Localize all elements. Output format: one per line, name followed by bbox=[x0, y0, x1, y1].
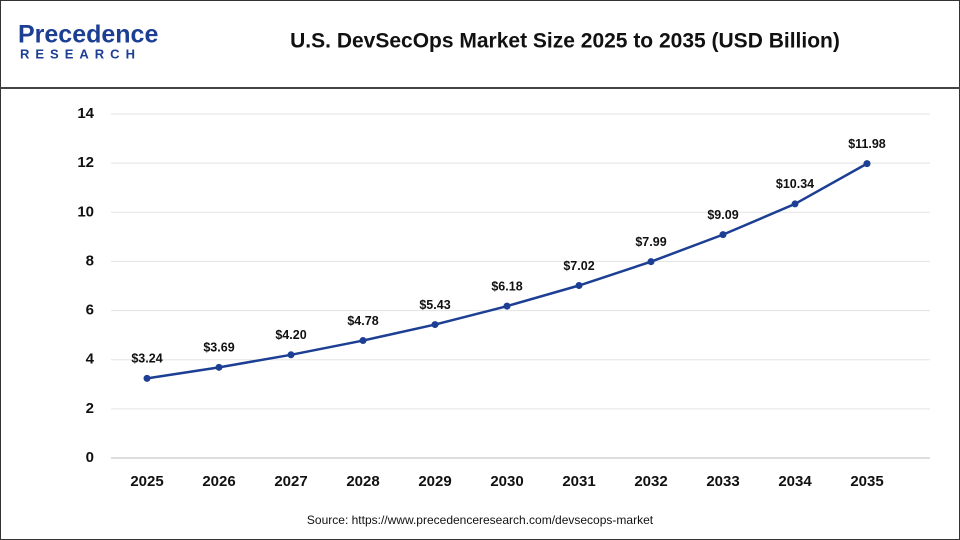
data-point bbox=[431, 321, 439, 329]
y-tick-label: 2 bbox=[86, 400, 94, 417]
source-note: Source: https://www.precedenceresearch.c… bbox=[307, 513, 654, 527]
x-tick-label: 2026 bbox=[202, 473, 235, 490]
data-label: $5.43 bbox=[419, 298, 450, 312]
x-tick-label: 2027 bbox=[274, 473, 307, 490]
data-label: $3.24 bbox=[131, 352, 162, 366]
data-point bbox=[575, 282, 583, 290]
y-tick-label: 8 bbox=[86, 252, 94, 269]
data-point bbox=[863, 160, 871, 168]
y-tick-label: 4 bbox=[86, 351, 95, 368]
data-point bbox=[287, 351, 295, 359]
chart-title: U.S. DevSecOps Market Size 2025 to 2035 … bbox=[290, 30, 840, 53]
data-label: $7.02 bbox=[563, 259, 594, 273]
x-tick-label: 2029 bbox=[418, 473, 451, 490]
data-label: $6.18 bbox=[491, 279, 522, 293]
y-tick-label: 6 bbox=[86, 302, 94, 319]
x-tick-label: 2032 bbox=[634, 473, 667, 490]
data-point bbox=[503, 302, 511, 310]
data-label: $10.34 bbox=[776, 177, 814, 191]
data-point bbox=[791, 200, 799, 208]
data-point bbox=[647, 258, 655, 266]
y-tick-label: 12 bbox=[77, 154, 94, 171]
data-point bbox=[719, 231, 727, 239]
data-point bbox=[359, 337, 367, 345]
x-tick-label: 2034 bbox=[778, 473, 812, 490]
data-label: $4.20 bbox=[275, 328, 306, 342]
x-tick-label: 2031 bbox=[562, 473, 595, 490]
data-label: $4.78 bbox=[347, 314, 378, 328]
data-point bbox=[215, 363, 223, 371]
logo-tagline: RESEARCH bbox=[20, 46, 141, 61]
data-label: $3.69 bbox=[203, 341, 234, 355]
x-tick-label: 2025 bbox=[130, 473, 163, 490]
y-tick-label: 10 bbox=[77, 203, 94, 220]
x-tick-label: 2033 bbox=[706, 473, 739, 490]
data-label: $11.98 bbox=[848, 137, 886, 151]
data-point bbox=[143, 374, 151, 382]
y-tick-label: 0 bbox=[86, 449, 94, 466]
y-tick-label: 14 bbox=[77, 105, 94, 122]
data-label: $9.09 bbox=[707, 208, 738, 222]
logo-name: Precedence bbox=[18, 21, 158, 49]
x-tick-label: 2035 bbox=[850, 473, 883, 490]
x-tick-label: 2028 bbox=[346, 473, 379, 490]
data-label: $7.99 bbox=[635, 235, 666, 249]
x-tick-label: 2030 bbox=[490, 473, 523, 490]
